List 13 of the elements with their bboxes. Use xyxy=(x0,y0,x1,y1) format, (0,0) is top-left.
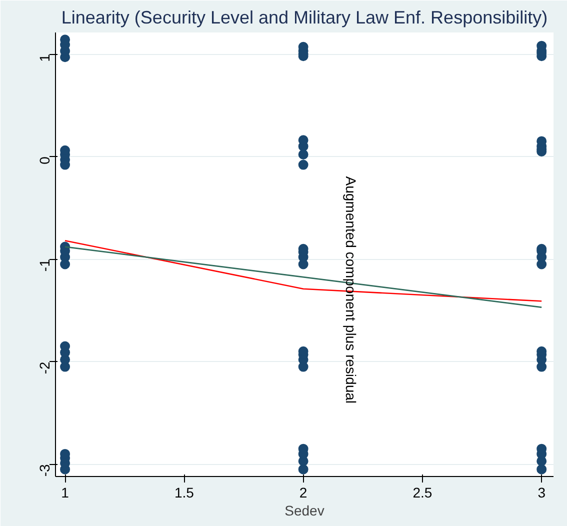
y-tick-label: -1 xyxy=(36,258,52,272)
x-tick-label: 2 xyxy=(299,484,308,500)
y-tick-label: 1 xyxy=(36,54,52,62)
x-tick-label: 3 xyxy=(538,484,546,500)
y-tick-label: -3 xyxy=(36,464,52,477)
y-tick-label: 0 xyxy=(36,156,52,164)
x-axis-title: Sedev xyxy=(284,502,324,518)
x-tick-label: 1 xyxy=(61,484,70,500)
y-tick-label: -2 xyxy=(36,361,52,374)
x-tick-label: 1.5 xyxy=(174,484,194,500)
chart-title: Linearity (Security Level and Military Law Enf. Responsibility) xyxy=(61,8,548,28)
y-axis-title: Augmented component plus residual xyxy=(342,176,359,404)
x-tick-label: 2.5 xyxy=(412,484,432,500)
